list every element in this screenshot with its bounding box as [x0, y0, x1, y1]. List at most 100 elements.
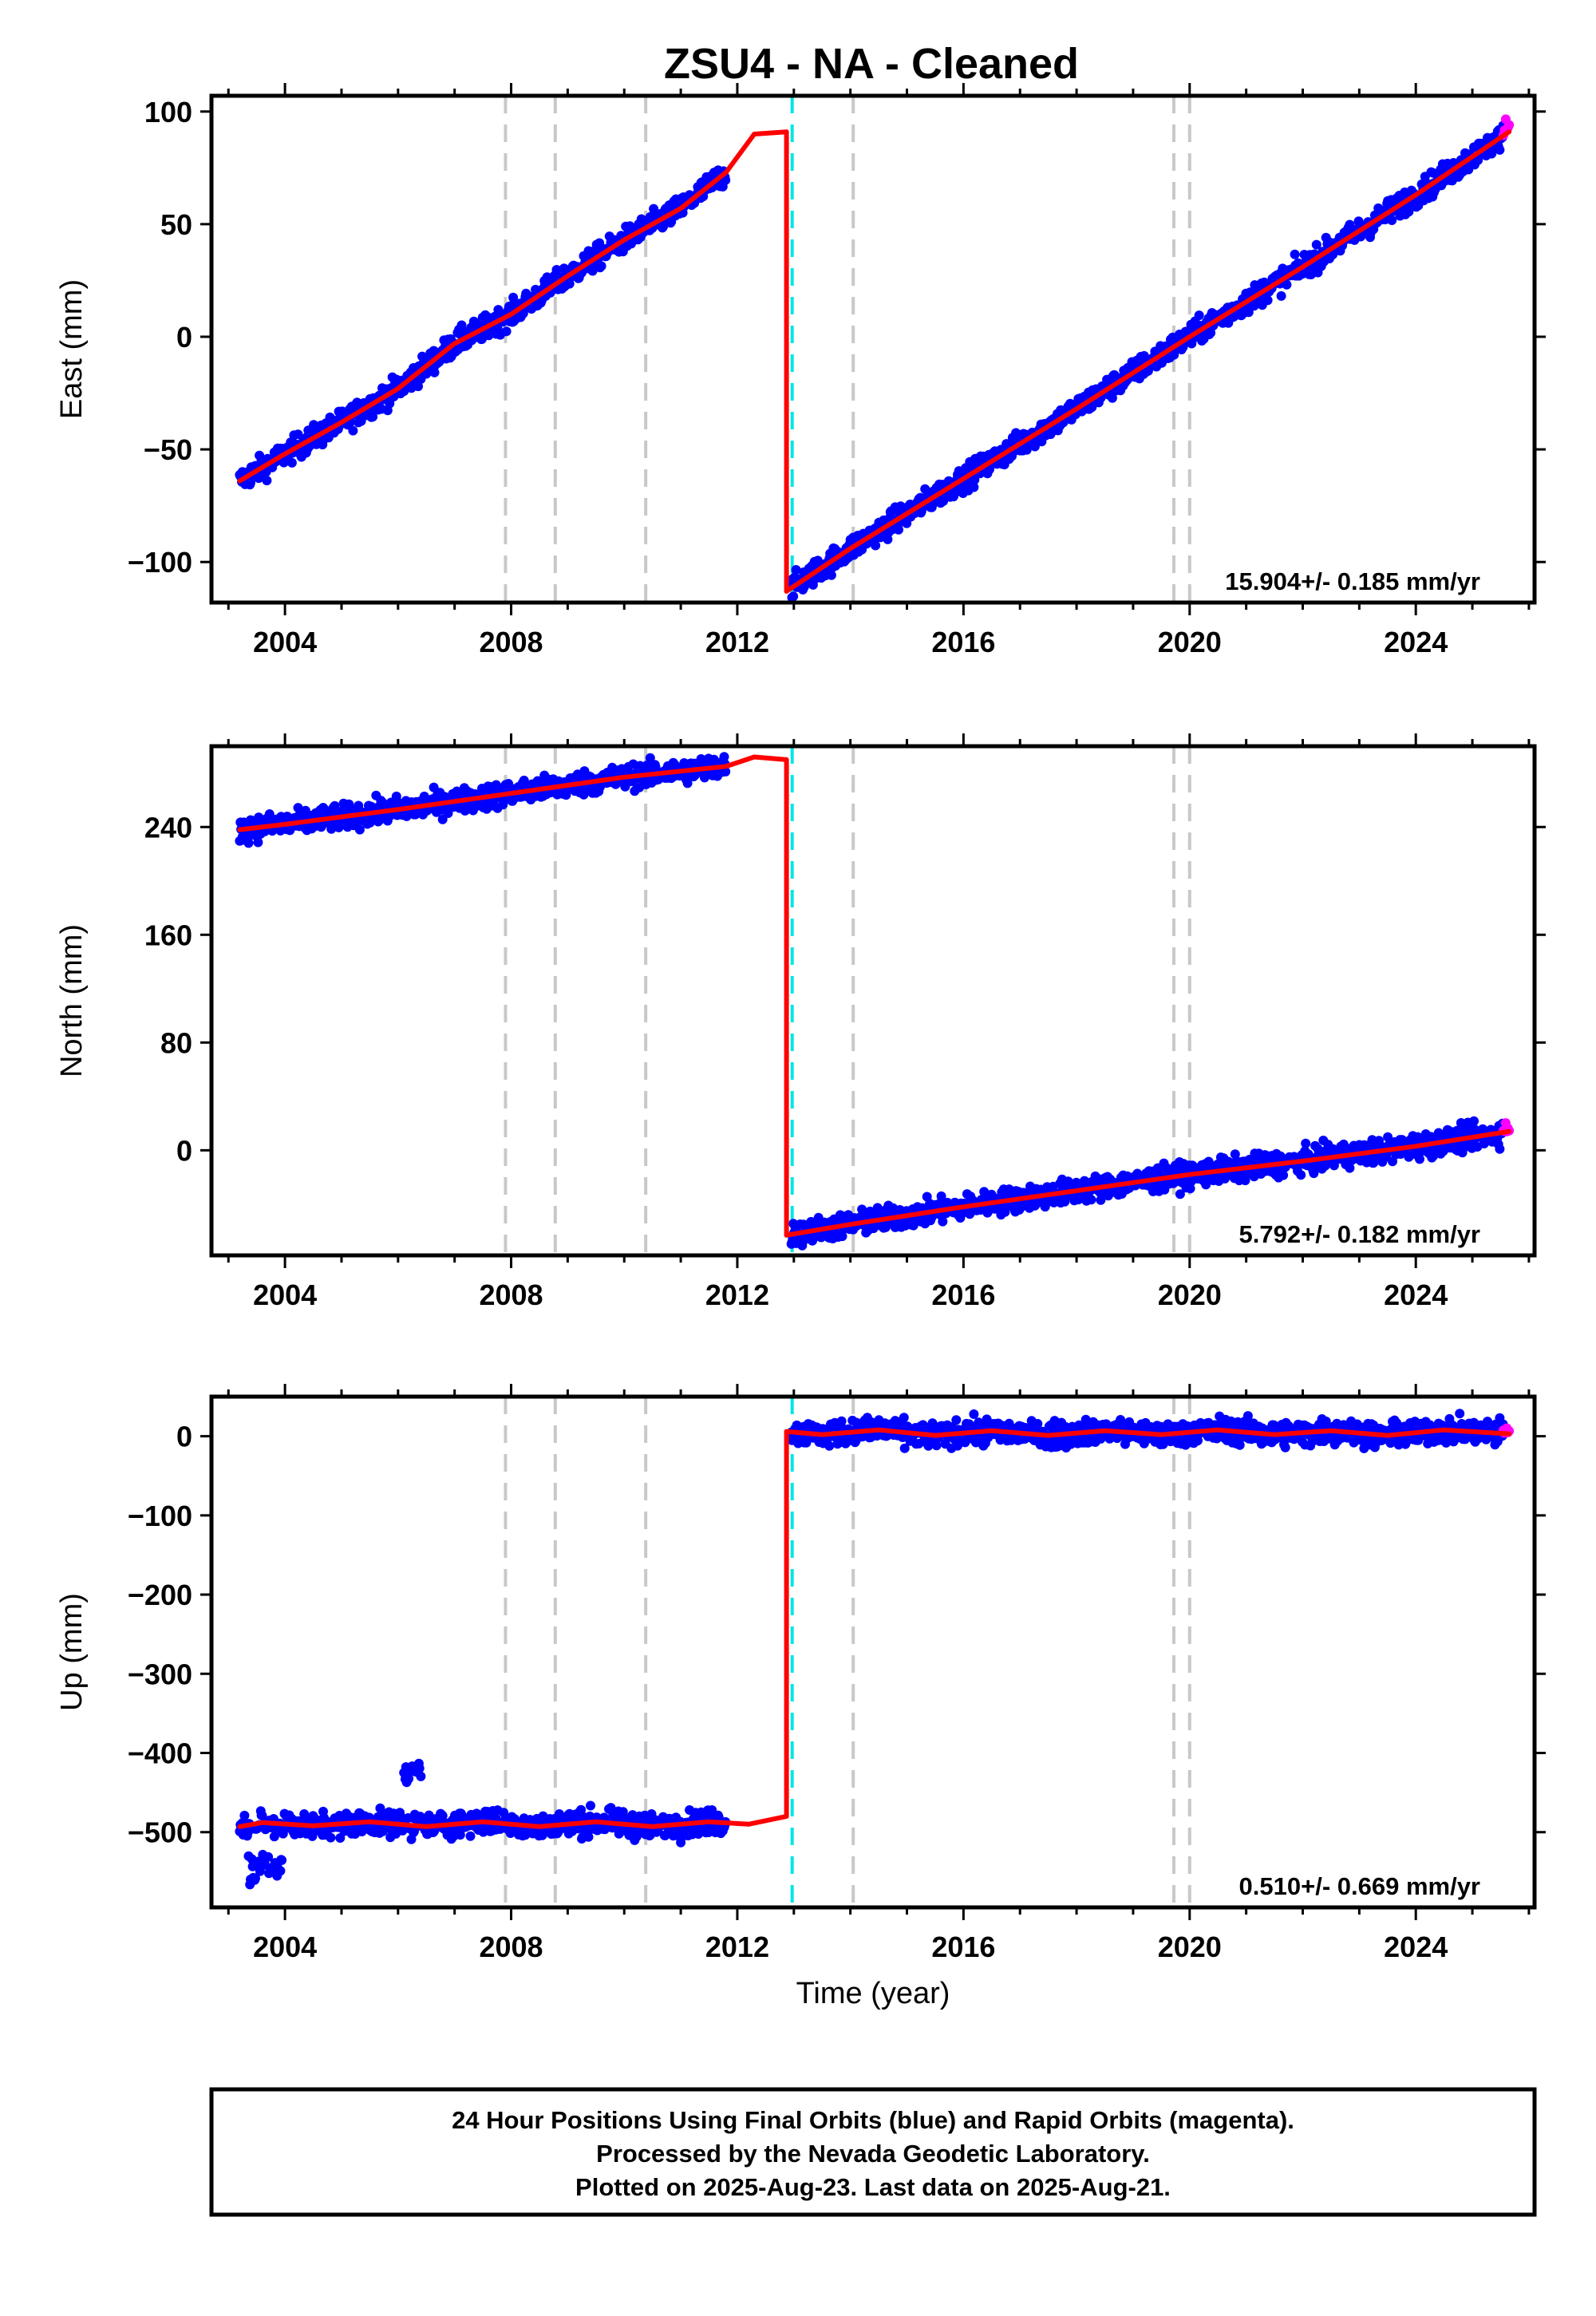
y-tick-label: −50 — [144, 433, 192, 466]
final-orbit-point — [583, 1832, 594, 1842]
final-orbit-point — [416, 1771, 426, 1781]
final-orbit-point — [275, 1866, 286, 1876]
x-tick-label: 2016 — [931, 1279, 995, 1311]
y-axis-label: North (mm) — [55, 924, 89, 1077]
rate-label: 5.792+/- 0.182 mm/yr — [1239, 1220, 1480, 1248]
panel-frame — [209, 744, 1537, 1258]
final-orbit-point — [857, 1204, 867, 1215]
final-orbit-point — [243, 838, 254, 848]
final-orbit-point — [508, 292, 519, 302]
y-tick-label: −100 — [128, 546, 192, 579]
x-tick-label: 2020 — [1158, 626, 1222, 658]
x-tick-label: 2004 — [253, 1279, 317, 1311]
final-orbit-point — [1383, 1132, 1393, 1142]
final-orbit-point — [561, 790, 571, 800]
final-orbit-point — [826, 570, 836, 580]
final-orbit-point — [501, 326, 512, 337]
x-tick-label: 2016 — [931, 626, 995, 658]
plot-area — [235, 746, 1515, 1255]
x-tick-label: 2004 — [253, 626, 317, 658]
final-orbit-point — [894, 524, 903, 535]
final-orbit-point — [404, 1773, 414, 1784]
final-orbit-point — [551, 265, 562, 275]
final-orbit-point — [721, 175, 731, 185]
final-orbit-point — [414, 1763, 425, 1773]
x-tick-label: 2024 — [1384, 626, 1448, 658]
final-orbit-point — [429, 367, 440, 377]
final-orbit-point — [286, 457, 297, 468]
final-orbit-point — [1243, 307, 1254, 318]
final-orbit-point — [354, 824, 365, 835]
final-orbit-point — [938, 1216, 948, 1227]
final-orbit-point — [1276, 290, 1286, 301]
final-orbit-point — [456, 320, 467, 330]
final-orbit-point — [262, 476, 272, 486]
final-orbit-point — [596, 261, 606, 271]
model-line — [237, 754, 789, 832]
final-orbit-point — [1495, 144, 1505, 155]
final-orbit-point — [682, 778, 693, 788]
final-orbit-point — [253, 837, 263, 848]
final-orbit-point — [899, 1413, 909, 1423]
plot-area — [235, 1397, 1515, 1907]
model-line — [237, 129, 789, 484]
final-orbit-point — [1387, 215, 1397, 225]
final-orbit-point — [493, 305, 504, 315]
model-line — [784, 129, 1512, 594]
final-orbit-point — [263, 1852, 274, 1862]
rate-label: 15.904+/- 0.185 mm/yr — [1225, 567, 1480, 595]
model-line — [784, 1128, 1512, 1238]
final-orbit-point — [969, 1409, 979, 1419]
final-orbit-point — [836, 1416, 847, 1426]
figure-title: ZSU4 - NA - Cleaned — [664, 40, 1079, 88]
final-orbit-point — [969, 482, 979, 492]
final-orbit-point — [277, 1855, 287, 1865]
final-orbit-point — [1029, 441, 1040, 452]
final-orbit-point — [1345, 1163, 1355, 1173]
final-orbit-point — [586, 1800, 595, 1811]
final-orbit-point — [951, 1415, 962, 1425]
y-tick-label: 240 — [144, 811, 192, 844]
up-panel: 2004 2008 2012 2016 2020 2024−500−400−300−200… — [55, 1384, 1546, 2010]
final-orbit-point — [1194, 310, 1204, 321]
x-tick-label: 2008 — [479, 1279, 543, 1311]
final-orbit-point — [1282, 279, 1292, 290]
final-orbit-point — [437, 814, 448, 824]
final-orbit-point — [1296, 1170, 1306, 1180]
x-tick-label: 2024 — [1384, 1279, 1448, 1311]
y-tick-label: 160 — [144, 919, 192, 951]
final-orbit-point — [251, 1873, 260, 1883]
final-orbit-point — [791, 565, 801, 575]
final-orbit-point — [246, 477, 255, 488]
final-orbit-point — [1278, 1170, 1289, 1180]
final-orbit-point — [1086, 1195, 1096, 1205]
final-orbit-point — [307, 1831, 318, 1841]
east-panel: 2004 2008 2012 2016 2020 2024−100−50050100Eas… — [55, 83, 1546, 658]
final-orbit-point — [348, 425, 358, 436]
y-axis-label: East (mm) — [55, 279, 89, 419]
final-orbit-point — [559, 263, 569, 274]
final-orbit-point — [871, 540, 881, 551]
final-orbit-point — [707, 1805, 717, 1815]
final-orbit-point — [824, 1441, 835, 1451]
final-orbit-point — [437, 1811, 448, 1821]
final-orbit-point — [519, 775, 529, 785]
final-orbit-point — [875, 532, 886, 543]
y-tick-label: 50 — [160, 208, 192, 241]
final-orbit-point — [1201, 1180, 1211, 1190]
final-orbit-point — [936, 1191, 946, 1201]
final-orbit-point — [1301, 1138, 1311, 1148]
final-orbit-point — [1262, 295, 1273, 306]
final-orbit-point — [1415, 1154, 1424, 1164]
y-tick-label: 100 — [144, 96, 192, 128]
final-orbit-point — [908, 1220, 918, 1231]
final-orbit-point — [391, 791, 401, 801]
final-orbit-point — [658, 222, 668, 232]
final-orbit-point — [797, 1240, 808, 1251]
panel-frame — [209, 93, 1537, 605]
final-orbit-point — [1473, 155, 1483, 165]
final-orbit-point — [465, 1831, 476, 1841]
final-orbit-point — [719, 752, 729, 762]
